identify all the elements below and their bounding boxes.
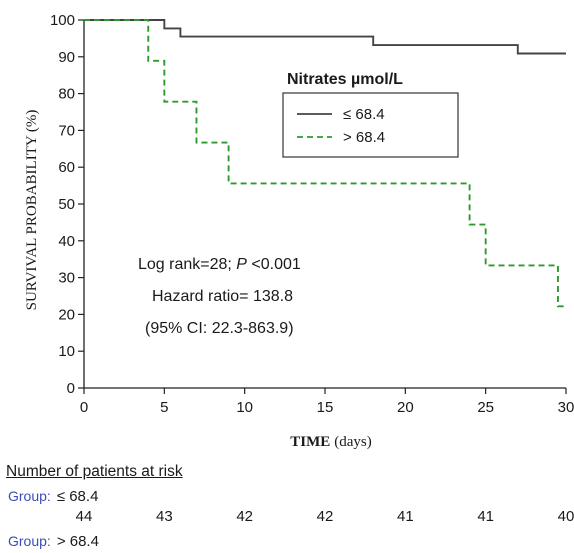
series-layer bbox=[84, 19, 566, 308]
legend-box bbox=[282, 92, 459, 158]
x-axis-label: TIME (days) bbox=[290, 434, 372, 450]
legend-entry-le: ≤ 68.4 bbox=[343, 106, 385, 123]
x-tick-label: 10 bbox=[236, 399, 253, 416]
y-axis-label: SURVIVAL PROBABILITY (%) bbox=[24, 110, 40, 311]
logrank-annotation: Log rank=28; P <0.001 bbox=[138, 256, 301, 273]
y-tick-label: 50 bbox=[58, 196, 75, 213]
legend: Nitrates µmol/L ≤ 68.4 > 68.4 bbox=[282, 71, 459, 158]
y-tick-label: 70 bbox=[58, 122, 75, 139]
y-tick-label: 80 bbox=[58, 86, 75, 103]
x-tick-label: 25 bbox=[477, 399, 494, 416]
hazard-annotation: Hazard ratio= 138.8 bbox=[152, 288, 293, 305]
plot-axes: 0 10 20 30 40 50 60 70 80 90 100 0 5 10 15 20 25 30 bbox=[50, 12, 574, 416]
y-tick-label: 10 bbox=[58, 343, 75, 360]
y-tick-label: 60 bbox=[58, 159, 75, 176]
survival-curve-gt bbox=[84, 19, 566, 308]
x-tick-label: 20 bbox=[397, 399, 414, 416]
y-tick-label: 0 bbox=[67, 380, 75, 397]
ci-annotation: (95% CI: 22.3-863.9) bbox=[145, 320, 294, 337]
x-tick-label: 15 bbox=[317, 399, 334, 416]
x-tick-label: 30 bbox=[558, 399, 574, 416]
survival-curve-le bbox=[84, 19, 566, 55]
y-tick-label: 40 bbox=[58, 233, 75, 250]
annotations: Log rank=28; P <0.001 Hazard ratio= 138.… bbox=[138, 256, 301, 337]
y-tick-label: 100 bbox=[50, 12, 75, 29]
y-tick-label: 30 bbox=[58, 270, 75, 287]
legend-entry-gt: > 68.4 bbox=[343, 129, 385, 146]
y-tick-label: 90 bbox=[58, 49, 75, 66]
x-tick-label: 0 bbox=[80, 399, 88, 416]
y-tick-label: 20 bbox=[58, 306, 75, 323]
x-tick-label: 5 bbox=[160, 399, 168, 416]
legend-title: Nitrates µmol/L bbox=[287, 71, 403, 88]
